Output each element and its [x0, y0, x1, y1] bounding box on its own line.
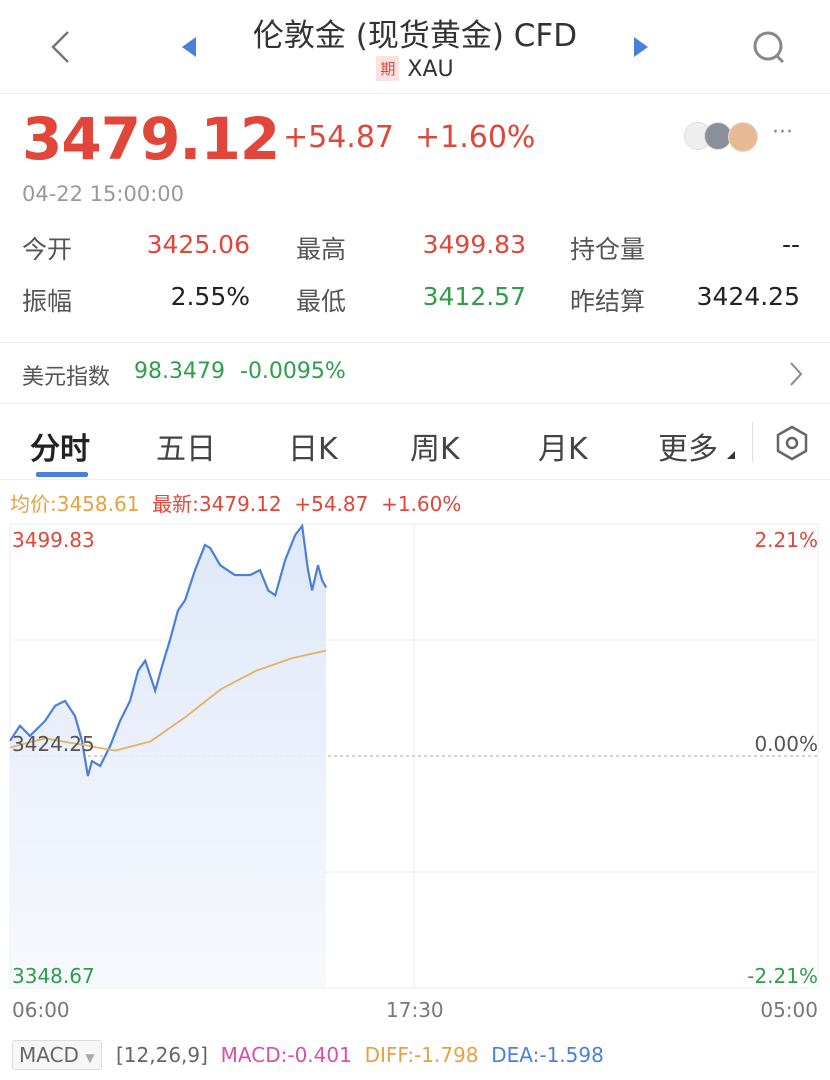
- stat-value: 3425.06: [146, 230, 250, 259]
- dxy-label: 美元指数: [22, 365, 111, 390]
- stat-label: 持仓量: [570, 235, 646, 264]
- legend-change: +54.87: [294, 492, 369, 516]
- macd-values: [12,26,9] MACD:-0.401 DIFF:-1.798 DEA:-1…: [116, 1043, 604, 1067]
- macd-value: MACD:-0.401: [220, 1043, 352, 1067]
- x-tick-mid: 17:30: [386, 998, 444, 1022]
- symbol-subtitle: 期 XAU: [0, 56, 830, 82]
- header: [0, 0, 830, 94]
- futures-badge: 期: [376, 56, 400, 81]
- price-line: [9, 523, 328, 777]
- symbol: XAU: [407, 57, 454, 82]
- y-right-bottom: -2.21%: [747, 964, 818, 988]
- chart-legend: 均价:3458.61 最新:3479.12 +54.87 +1.60%: [10, 488, 461, 517]
- chevron-right-icon: [790, 362, 803, 386]
- tab-more[interactable]: 更多: [658, 432, 718, 467]
- last-price: 3479.12: [22, 105, 280, 173]
- legend-avg: 均价:3458.61: [10, 492, 140, 516]
- indicator-select-value: MACD: [19, 1043, 79, 1067]
- stat-label: 昨结算: [570, 287, 646, 316]
- tab-monthly-k[interactable]: 月K: [538, 432, 588, 467]
- price-change: +54.87: [283, 120, 395, 155]
- y-right-top: 2.21%: [754, 528, 818, 552]
- price-area: [10, 525, 327, 988]
- diff-value: DIFF:-1.798: [364, 1043, 479, 1067]
- page-title: 伦敦金 (现货黄金) CFD: [252, 18, 578, 54]
- y-left-top: 3499.83: [12, 528, 95, 552]
- dxy-value: 98.3479: [134, 359, 225, 384]
- indicator-select[interactable]: MACD ▼: [12, 1040, 102, 1070]
- stat-label: 最低: [296, 287, 347, 316]
- settings-hexagon-icon[interactable]: [774, 424, 810, 462]
- intraday-chart[interactable]: [0, 0, 830, 1000]
- stat-value: 3499.83: [422, 230, 526, 259]
- back-icon[interactable]: [48, 30, 72, 64]
- prev-triangle-icon[interactable]: [180, 36, 198, 58]
- divider: [752, 422, 753, 462]
- tab-intraday[interactable]: 分时: [30, 432, 90, 467]
- avatar: [728, 122, 758, 152]
- tab-five-day[interactable]: 五日: [156, 432, 216, 467]
- dropdown-corner-icon: [727, 451, 735, 459]
- price-change-pct: +1.60%: [415, 120, 536, 155]
- avatar-group[interactable]: [684, 122, 762, 152]
- stat-value: 3412.57: [422, 282, 526, 311]
- dea-value: DEA:-1.598: [491, 1043, 604, 1067]
- y-right-mid: 0.00%: [754, 732, 818, 756]
- active-tab-indicator: [36, 472, 88, 477]
- avg-price-line: [9, 649, 327, 752]
- x-tick-end: 05:00: [760, 998, 818, 1022]
- x-tick-start: 06:00: [12, 998, 70, 1022]
- stat-value: 2.55%: [170, 282, 250, 311]
- more-icon[interactable]: ···: [772, 120, 793, 145]
- dxy-change: -0.0095%: [240, 359, 346, 384]
- stat-label: 今开: [22, 235, 73, 264]
- dollar-index-row[interactable]: 美元指数 98.3479 -0.0095%: [0, 342, 830, 404]
- stat-label: 振幅: [22, 287, 73, 316]
- timestamp: 04-22 15:00:00: [22, 182, 185, 206]
- macd-params: [12,26,9]: [116, 1043, 208, 1067]
- legend-pct: +1.60%: [381, 492, 462, 516]
- y-left-mid: 3424.25: [12, 732, 95, 756]
- tab-weekly-k[interactable]: 周K: [410, 432, 460, 467]
- dropdown-icon: ▼: [85, 1051, 95, 1065]
- stat-value: --: [781, 230, 800, 259]
- stat-label: 最高: [296, 235, 347, 264]
- next-triangle-icon[interactable]: [632, 36, 650, 58]
- tab-daily-k[interactable]: 日K: [288, 432, 338, 467]
- search-icon[interactable]: [750, 30, 790, 66]
- y-left-bottom: 3348.67: [12, 964, 95, 988]
- stat-value: 3424.25: [696, 282, 800, 311]
- chart-tabs: 分时 五日 日K 周K 月K 更多: [0, 404, 830, 480]
- avatar: [704, 122, 732, 150]
- legend-latest: 最新:3479.12: [152, 492, 282, 516]
